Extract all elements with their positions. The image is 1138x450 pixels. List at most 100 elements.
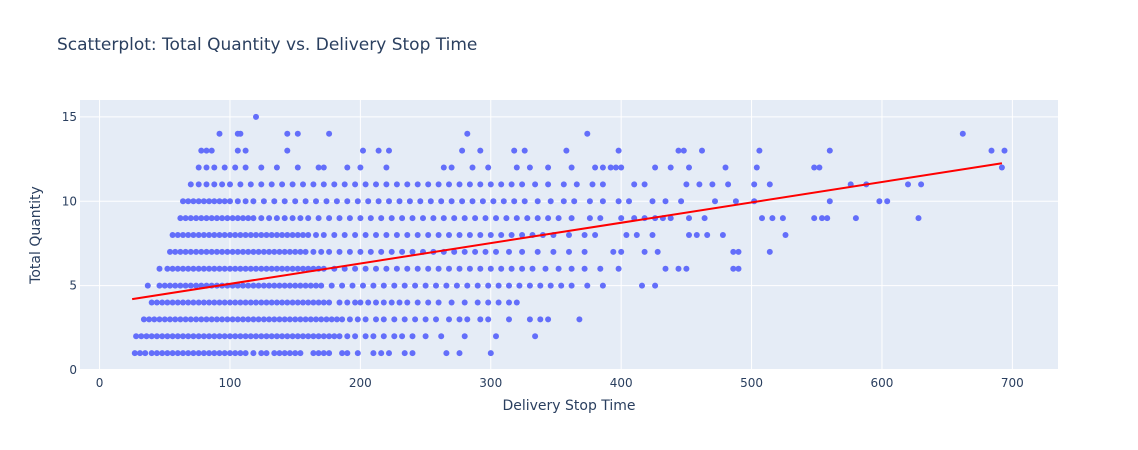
data-point	[474, 282, 481, 289]
data-point	[300, 333, 306, 340]
data-point	[208, 147, 215, 154]
data-point	[253, 265, 259, 272]
data-point	[560, 181, 567, 188]
data-point	[286, 248, 293, 255]
data-point	[313, 198, 319, 205]
data-point	[172, 316, 179, 323]
data-point	[315, 215, 322, 222]
data-point	[521, 147, 528, 154]
data-point	[219, 316, 226, 323]
data-point	[414, 265, 421, 272]
data-point	[211, 299, 218, 306]
data-point	[730, 248, 737, 255]
data-point	[229, 215, 236, 222]
data-point	[213, 248, 220, 255]
data-point	[221, 350, 228, 357]
data-point	[451, 248, 458, 255]
data-point	[519, 248, 526, 255]
data-point	[884, 198, 891, 205]
data-point	[305, 215, 312, 222]
data-point	[433, 316, 439, 323]
data-point	[177, 248, 184, 255]
data-point	[195, 164, 202, 171]
data-point	[719, 232, 726, 238]
data-point	[373, 316, 379, 323]
data-point	[200, 232, 207, 238]
data-point	[508, 232, 515, 238]
data-point	[182, 248, 189, 255]
data-point	[346, 248, 353, 255]
data-point	[487, 350, 494, 357]
y-axis-ticks: 0 5 10 15	[62, 110, 77, 377]
data-point	[281, 282, 288, 289]
data-point	[187, 215, 194, 222]
data-point	[378, 248, 385, 255]
data-point	[459, 198, 466, 205]
data-point	[240, 248, 246, 255]
data-point	[409, 350, 416, 357]
data-point	[584, 282, 591, 289]
data-point	[563, 147, 570, 154]
data-point	[286, 316, 293, 323]
data-point	[227, 299, 233, 306]
data-point	[722, 164, 729, 171]
chart-title: Scatterplot: Total Quantity vs. Delivery…	[57, 35, 477, 55]
data-point	[354, 198, 361, 205]
data-point	[281, 198, 288, 205]
data-point	[756, 147, 763, 154]
data-point	[336, 299, 343, 306]
data-point	[513, 299, 520, 306]
data-point	[362, 181, 369, 188]
data-point	[365, 198, 372, 205]
data-point	[641, 181, 648, 188]
data-point	[234, 215, 241, 222]
data-point	[769, 215, 776, 222]
data-point	[250, 282, 257, 289]
data-point	[610, 248, 617, 255]
data-point	[336, 333, 343, 340]
data-point	[683, 181, 690, 188]
data-point	[495, 282, 502, 289]
data-point	[323, 316, 330, 323]
data-point	[753, 164, 760, 171]
data-point	[263, 232, 270, 238]
data-point	[766, 181, 773, 188]
data-point	[177, 282, 184, 289]
data-point	[318, 282, 325, 289]
data-point	[219, 215, 226, 222]
data-point	[529, 265, 536, 272]
data-point	[555, 265, 562, 272]
data-point	[592, 232, 599, 238]
data-point	[297, 282, 304, 289]
data-point	[357, 215, 364, 222]
data-point	[268, 232, 275, 238]
data-point	[190, 333, 197, 340]
data-point	[380, 282, 387, 289]
x-axis-ticks: 0 100 200 300 400 500 600 700	[96, 376, 1024, 390]
data-point	[725, 181, 732, 188]
data-point	[263, 333, 270, 340]
data-point	[242, 350, 249, 357]
data-point	[232, 164, 239, 171]
data-point	[378, 350, 385, 357]
data-point	[339, 316, 346, 323]
data-point	[506, 316, 512, 323]
data-point	[305, 232, 312, 238]
data-point	[302, 248, 309, 255]
data-point	[360, 282, 366, 289]
data-point	[279, 232, 286, 238]
data-point	[200, 198, 207, 205]
data-point	[234, 316, 241, 323]
data-point	[182, 282, 189, 289]
data-point	[195, 299, 202, 306]
data-point	[247, 265, 254, 272]
data-point	[245, 316, 252, 323]
data-point	[824, 215, 831, 222]
data-point	[224, 316, 231, 323]
data-point	[200, 299, 207, 306]
data-point	[511, 147, 518, 154]
data-point	[255, 248, 262, 255]
data-point	[581, 232, 588, 238]
data-point	[258, 299, 265, 306]
data-point	[164, 299, 171, 306]
